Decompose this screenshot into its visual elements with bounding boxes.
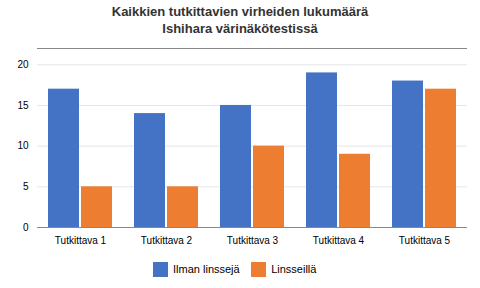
svg-text:5: 5 bbox=[23, 181, 29, 192]
html-text:Ilman linssejä: Ilman linssejä bbox=[173, 263, 240, 276]
svg-text:Tutkittava 2: Tutkittava 2 bbox=[141, 234, 193, 245]
html-text:Kaikkien tutkittavien virheide: Kaikkien tutkittavien virheiden lukumäär… bbox=[111, 4, 369, 36]
html-text:Linsseillä: Linsseillä bbox=[271, 263, 317, 276]
svg-text:20: 20 bbox=[17, 59, 29, 70]
svg-text:15: 15 bbox=[17, 99, 29, 110]
svg-text:Tutkittava 4: Tutkittava 4 bbox=[313, 234, 365, 245]
svg-text:Tutkittava 5: Tutkittava 5 bbox=[399, 234, 451, 245]
svg-text:0: 0 bbox=[23, 221, 29, 232]
svg-text:Tutkittava 1: Tutkittava 1 bbox=[55, 234, 107, 245]
svg-text:10: 10 bbox=[17, 140, 29, 151]
svg-text:Tutkittava 3: Tutkittava 3 bbox=[227, 234, 279, 245]
